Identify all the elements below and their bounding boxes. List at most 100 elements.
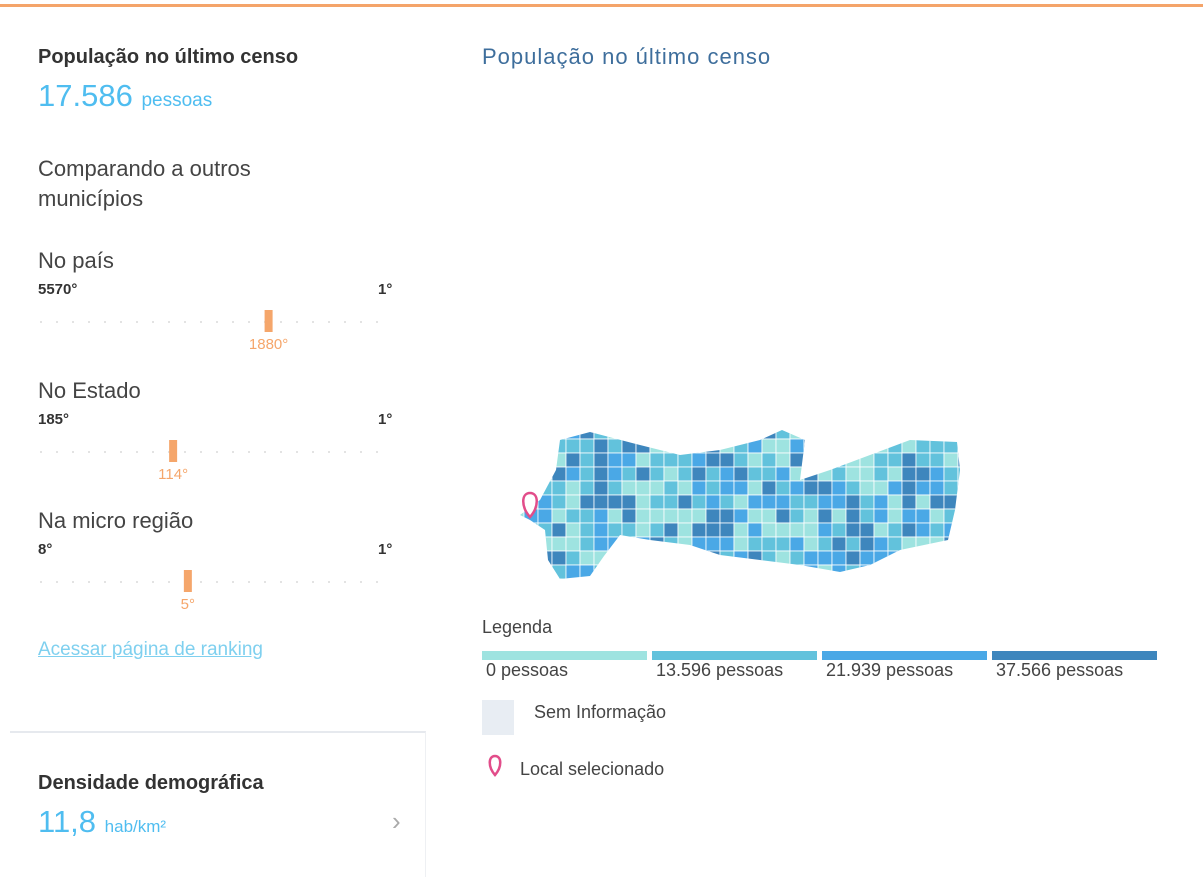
municipality <box>537 466 553 482</box>
municipality <box>831 452 847 468</box>
ranking-marker <box>183 570 192 592</box>
municipality <box>719 522 735 538</box>
municipality <box>915 452 931 468</box>
municipality <box>957 578 960 579</box>
municipality <box>551 480 567 496</box>
municipality <box>705 564 721 579</box>
ranking-min: 5570° <box>38 281 78 298</box>
map-title: População no último censo <box>482 44 772 69</box>
municipality <box>565 480 581 496</box>
municipality <box>691 550 707 566</box>
municipality <box>523 536 539 552</box>
municipality <box>537 522 553 538</box>
municipality <box>733 550 749 566</box>
municipality <box>957 522 960 538</box>
municipality <box>831 430 847 440</box>
unit: hab/km² <box>104 817 167 836</box>
municipality <box>593 536 609 552</box>
municipality <box>677 494 693 510</box>
municipality <box>719 578 735 579</box>
municipality <box>607 494 623 510</box>
municipality <box>915 466 931 482</box>
municipality <box>901 494 917 510</box>
municipality <box>593 480 609 496</box>
municipality <box>733 466 749 482</box>
municipality <box>747 508 763 524</box>
municipality <box>859 438 875 454</box>
municipality <box>593 494 609 510</box>
municipality <box>733 564 749 579</box>
municipality <box>677 452 693 468</box>
municipality <box>565 550 581 566</box>
municipality <box>677 508 693 524</box>
municipality <box>943 466 959 482</box>
municipality <box>663 508 679 524</box>
municipality <box>677 430 693 440</box>
municipality <box>957 480 960 496</box>
municipality <box>593 564 609 579</box>
municipality <box>649 536 665 552</box>
municipality <box>929 536 945 552</box>
municipality <box>761 550 777 566</box>
municipality <box>635 438 651 454</box>
municipality <box>649 452 665 468</box>
municipality <box>929 452 945 468</box>
municipality <box>551 550 567 566</box>
municipality <box>789 466 805 482</box>
municipality <box>859 452 875 468</box>
municipality <box>929 494 945 510</box>
municipality <box>520 550 525 566</box>
municipality <box>747 578 763 579</box>
municipality <box>663 550 679 566</box>
municipality <box>803 536 819 552</box>
ranking-link[interactable]: Acessar página de ranking <box>38 639 263 660</box>
density-card[interactable] <box>10 731 426 877</box>
municipality <box>691 536 707 552</box>
municipality <box>537 550 553 566</box>
chevron[interactable]: › <box>392 806 401 836</box>
municipality <box>621 578 637 579</box>
municipality <box>593 430 609 440</box>
municipality <box>831 480 847 496</box>
municipality <box>733 522 749 538</box>
municipality <box>607 578 623 579</box>
no-info-label: Sem Informação <box>534 702 667 722</box>
municipality <box>775 564 791 579</box>
ranking-marker <box>264 310 273 332</box>
municipality <box>943 452 959 468</box>
municipality <box>565 438 581 454</box>
municipality <box>565 508 581 524</box>
municipality <box>719 508 735 524</box>
municipality <box>649 578 665 579</box>
municipality <box>803 494 819 510</box>
municipality <box>887 536 903 552</box>
municipality <box>719 536 735 552</box>
municipality <box>957 438 960 454</box>
municipality <box>747 480 763 496</box>
municipality <box>817 494 833 510</box>
municipality <box>887 466 903 482</box>
municipality <box>677 564 693 579</box>
municipality <box>789 438 805 454</box>
municipality <box>537 438 553 454</box>
municipality <box>887 452 903 468</box>
municipality <box>691 494 707 510</box>
municipality <box>887 430 903 440</box>
municipality <box>593 438 609 454</box>
municipality <box>677 466 693 482</box>
municipality <box>775 550 791 566</box>
municipality <box>747 466 763 482</box>
municipality <box>579 522 595 538</box>
municipality <box>845 438 861 454</box>
municipality <box>537 578 553 579</box>
value: 11,8 <box>38 804 97 839</box>
municipality <box>537 536 553 552</box>
municipality <box>649 494 665 510</box>
municipality <box>719 550 735 566</box>
municipality <box>663 564 679 579</box>
municipality <box>761 536 777 552</box>
municipality <box>705 536 721 552</box>
municipality <box>579 494 595 510</box>
municipality <box>621 466 637 482</box>
municipality <box>621 430 637 440</box>
